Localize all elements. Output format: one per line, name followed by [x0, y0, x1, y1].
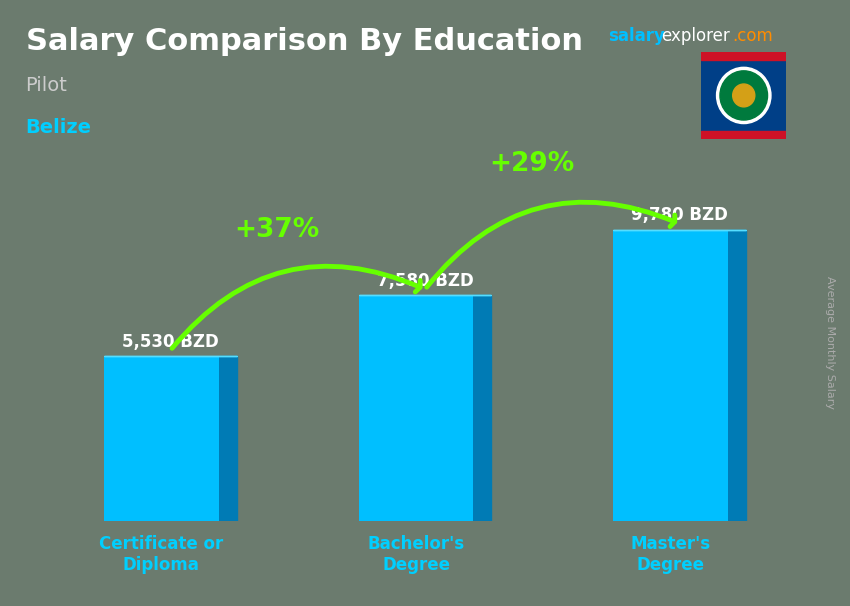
Polygon shape [473, 295, 491, 521]
Text: 5,530 BZD: 5,530 BZD [122, 333, 218, 351]
Text: Salary Comparison By Education: Salary Comparison By Education [26, 27, 582, 56]
Text: Average Monthly Salary: Average Monthly Salary [825, 276, 836, 409]
Bar [104, 356, 218, 521]
Text: salary: salary [608, 27, 665, 45]
Text: explorer: explorer [661, 27, 730, 45]
Circle shape [720, 71, 768, 120]
Circle shape [717, 67, 771, 124]
Bar [359, 295, 473, 521]
Text: Belize: Belize [26, 118, 92, 137]
Circle shape [733, 84, 755, 107]
Polygon shape [728, 230, 746, 521]
Text: +29%: +29% [490, 152, 575, 177]
Bar [701, 131, 786, 139]
Text: .com: .com [733, 27, 774, 45]
Polygon shape [218, 356, 236, 521]
Text: +37%: +37% [235, 217, 320, 243]
Bar [614, 230, 728, 521]
Text: Pilot: Pilot [26, 76, 67, 95]
Text: 7,580 BZD: 7,580 BZD [377, 272, 473, 290]
Text: 9,780 BZD: 9,780 BZD [632, 207, 728, 224]
Bar [701, 52, 786, 61]
